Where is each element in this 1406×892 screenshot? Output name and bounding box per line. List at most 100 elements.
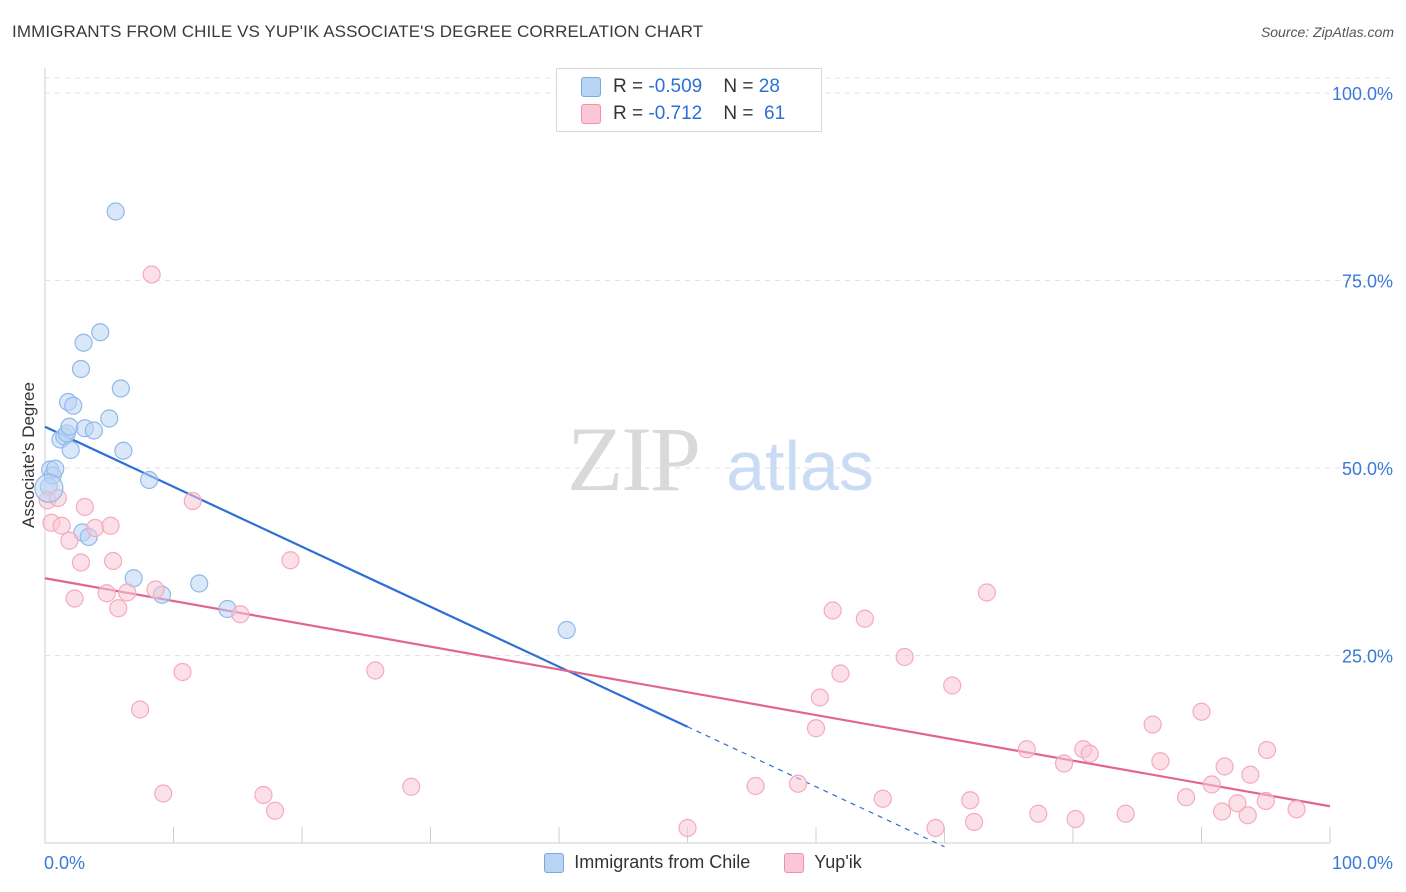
- r-value: -0.509: [648, 76, 703, 97]
- yupik-point: [118, 583, 137, 602]
- yupik-point: [1080, 744, 1099, 763]
- legend-item-yupik[interactable]: Yup'ik: [784, 852, 862, 873]
- yupik-point: [823, 601, 842, 620]
- yupik-point: [1238, 806, 1257, 825]
- yupik-point: [146, 580, 165, 599]
- yupik-point: [1241, 765, 1260, 784]
- legend: Immigrants from Chile Yup'ik: [0, 852, 1406, 873]
- r-label: R =: [613, 76, 649, 97]
- tick-labels: 25.0% 50.0% 75.0% 100.0% 0.0% 100.0%: [44, 84, 1393, 873]
- yupik-point: [142, 265, 161, 284]
- yupik-point: [1151, 752, 1170, 771]
- yupik-point: [109, 599, 128, 618]
- yupik-point: [1215, 757, 1234, 776]
- y-tick-label: 25.0%: [1342, 647, 1393, 667]
- yupik-point: [231, 605, 250, 624]
- yupik-point: [1212, 802, 1232, 821]
- yupik-point: [52, 516, 71, 535]
- yupik-point: [173, 662, 192, 682]
- yupik-point: [1176, 788, 1196, 807]
- chile-point: [84, 421, 103, 440]
- yupik-point: [154, 784, 173, 803]
- yupik-point: [1054, 754, 1074, 773]
- legend-label: Immigrants from Chile: [574, 852, 751, 872]
- yupik-point: [402, 777, 421, 796]
- yupik-point: [71, 553, 91, 572]
- chile-point: [139, 470, 159, 490]
- yupik-point: [265, 801, 285, 820]
- chile-point: [34, 473, 64, 503]
- yupik-point: [895, 647, 914, 667]
- chile-point: [557, 620, 576, 640]
- yupik-point: [1287, 800, 1306, 819]
- yupik-point: [831, 664, 850, 683]
- yupik-point: [855, 609, 874, 628]
- yupik-point: [788, 774, 808, 793]
- yupik-point: [1256, 791, 1275, 811]
- chile-trendline-extension: [687, 726, 945, 848]
- n-value: 61: [764, 103, 786, 124]
- watermark: ZIP atlas: [567, 408, 874, 510]
- yupik-point: [810, 688, 829, 707]
- yupik-swatch: [784, 852, 805, 873]
- gridlines: [45, 77, 1395, 656]
- yupik-point: [1066, 809, 1085, 829]
- yupik-point: [130, 700, 150, 719]
- yupik-point: [97, 584, 116, 603]
- yupik-point: [926, 818, 945, 838]
- chile-point: [106, 202, 125, 221]
- n-value: 28: [758, 76, 780, 97]
- yupik-point: [1192, 702, 1211, 721]
- yupik-point: [104, 551, 123, 571]
- legend-item-chile[interactable]: Immigrants from Chile: [544, 852, 750, 873]
- axes: [44, 68, 1331, 844]
- yupik-point: [964, 812, 984, 832]
- yupik-point: [60, 531, 79, 550]
- yupik-point: [254, 785, 273, 805]
- yupik-point: [86, 518, 105, 538]
- chile-point: [100, 409, 119, 428]
- chile-point: [60, 417, 79, 436]
- chart-title: IMMIGRANTS FROM CHILE VS YUP'IK ASSOCIAT…: [12, 22, 704, 41]
- yupik-point: [1228, 794, 1247, 813]
- yupik-trendline: [44, 577, 1331, 808]
- yupik-point: [1116, 804, 1135, 823]
- chile-point: [61, 440, 80, 460]
- stats-row-yupik: R = -0.712 N = 61: [581, 100, 785, 128]
- yupik-swatch: [581, 104, 601, 124]
- r-label: R =: [613, 103, 649, 124]
- yupik-point: [1202, 775, 1221, 794]
- chile-point: [190, 574, 209, 593]
- y-tick-label: 50.0%: [1342, 459, 1393, 479]
- stats-row-chile: R = -0.509 N = 28: [581, 73, 780, 101]
- chile-point: [64, 396, 83, 415]
- yupik-point: [678, 818, 697, 838]
- watermark-zip: ZIP: [567, 408, 699, 510]
- chile-swatch: [544, 852, 565, 873]
- source-label: Source: ZipAtlas.com: [1260, 24, 1394, 40]
- yupik-point: [1029, 804, 1048, 823]
- x-tick-label: 100.0%: [1332, 853, 1393, 873]
- chile-point: [111, 379, 130, 398]
- yupik-point: [281, 551, 300, 570]
- yupik-point: [101, 516, 120, 535]
- yupik-point: [943, 676, 962, 695]
- x-tick-label: 0.0%: [44, 853, 85, 873]
- chile-point: [71, 359, 91, 379]
- yupik-point: [1143, 715, 1162, 734]
- data-points: [34, 202, 1306, 838]
- y-tick-label: 100.0%: [1332, 84, 1393, 104]
- n-label: N =: [723, 76, 759, 97]
- watermark-atlas: atlas: [726, 427, 874, 505]
- y-tick-label: 75.0%: [1342, 272, 1393, 292]
- yupik-point: [746, 776, 765, 796]
- chile-point: [114, 441, 133, 460]
- stats-legend: R = -0.509 N = 28 R = -0.712 N = 61: [556, 68, 822, 132]
- yupik-point: [183, 491, 202, 511]
- n-label: N =: [723, 103, 759, 124]
- chile-point: [91, 323, 110, 342]
- legend-label: Yup'ik: [814, 852, 862, 872]
- yupik-point: [977, 583, 997, 602]
- yupik-point: [366, 661, 385, 680]
